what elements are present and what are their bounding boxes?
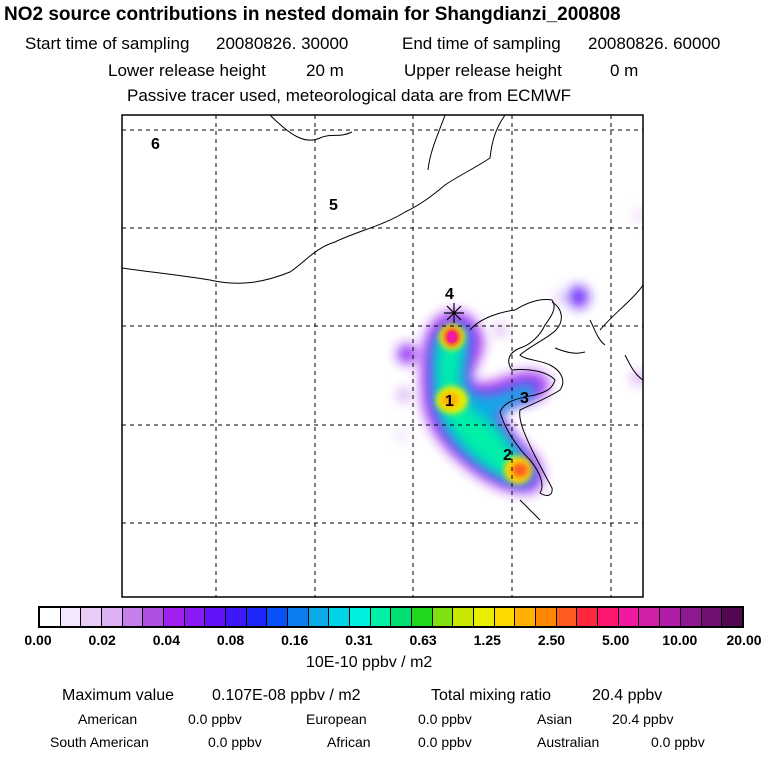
region-name-south-american: South American [50,734,149,750]
tracer-note: Passive tracer used, meteorological data… [127,86,572,105]
start-time-value: 20080826. 30000 [216,34,349,53]
colorbar-segment [308,608,330,626]
colorbar-tick-label: 0.16 [281,632,309,648]
colorbar-segment [184,608,206,626]
region-label-1: 1 [445,393,454,410]
colorbar-segment [660,608,681,626]
receptor-star-icon [444,303,464,323]
region-value-african: 0.0 ppbv [418,734,472,750]
colorbar-tick-label: 0.00 [24,632,52,648]
colorbar-segment [556,608,578,626]
upper-release-label: Upper release height [404,61,562,80]
region-name-european: European [306,711,367,727]
region-label-4: 4 [445,286,454,303]
colorbar-tick-label: 5.00 [602,632,630,648]
region-value-australian: 0.0 ppbv [651,734,705,750]
region-name-african: African [327,734,371,750]
graticule [122,115,643,597]
colorbar-segment [639,608,661,626]
colorbar-segment [680,608,702,626]
colorbar-segment [122,608,144,626]
max-value-label: Maximum value [62,687,175,704]
map-background [122,115,643,597]
region-name-australian: Australian [537,734,600,750]
colorbar-segment [288,608,309,626]
region-value-asian: 20.4 ppbv [612,711,674,727]
colorbar-tick-label: 20.00 [726,632,762,648]
lower-release-label: Lower release height [108,61,266,80]
region-label-2: 2 [503,447,512,464]
colorbar-tick-label: 1.25 [473,632,501,648]
region-name-american: American [78,711,138,727]
colorbar-segment [474,608,495,626]
figure-title: NO2 source contributions in nested domai… [4,4,621,25]
colorbar-tick-label: 0.04 [152,632,180,648]
colorbar-tick-label: 10.00 [662,632,698,648]
colorbar-segment [618,608,640,626]
region-value-south-american: 0.0 ppbv [208,734,262,750]
region-value-european: 0.0 ppbv [418,711,472,727]
end-time-label: End time of sampling [402,34,561,53]
colorbar-segment [350,608,371,626]
region-label-5: 5 [329,197,338,214]
colorbar-segment [246,608,268,626]
lower-release-value: 20 m [306,61,344,80]
colorbar-units: 10E-10 ppbv / m2 [306,654,433,671]
colorbar-tick-label: 0.31 [345,632,373,648]
concentration-plume [396,209,643,494]
colorbar-segment [536,608,557,626]
colorbar-segment [453,608,475,626]
colorbar-segment [391,608,413,626]
colorbar-segment [102,608,123,626]
colorbar-segment [60,608,82,626]
total-mixing-value: 20.4 ppbv [592,687,663,704]
colorbar-segment [701,608,723,626]
colorbar-segment [577,608,599,626]
colorbar-segment [81,608,103,626]
colorbar-segment [722,608,742,626]
colorbar-segment [598,608,619,626]
colorbar-segment [40,608,61,626]
region-label-3: 3 [520,390,529,407]
region-label-6: 6 [151,136,160,153]
colorbar-segment [515,608,537,626]
region-value-american: 0.0 ppbv [188,711,242,727]
total-mixing-label: Total mixing ratio [431,687,552,704]
colorbar-segment [226,608,247,626]
colorbar-segment [329,608,351,626]
colorbar-segment [143,608,165,626]
map-panel: 1 2 3 4 5 6 [121,114,644,598]
colorbar [38,606,744,628]
colorbar-tick-label: 0.63 [409,632,437,648]
max-value: 0.107E-08 ppbv / m2 [212,687,361,704]
end-time-value: 20080826. 60000 [588,34,721,53]
colorbar-segment [164,608,185,626]
region-name-asian: Asian [537,711,573,727]
colorbar-tick-label: 0.02 [88,632,116,648]
colorbar-tick-label: 0.08 [216,632,245,648]
start-time-label: Start time of sampling [25,34,190,53]
colorbar-segment [267,608,289,626]
colorbar-segment [494,608,516,626]
colorbar-segment [370,608,392,626]
colorbar-segment [432,608,454,626]
map-frame [121,114,644,598]
colorbar-tick-label: 2.50 [537,632,566,648]
upper-release-value: 0 m [610,61,639,80]
colorbar-segment [412,608,433,626]
colorbar-segment [205,608,227,626]
coastlines [122,115,643,521]
